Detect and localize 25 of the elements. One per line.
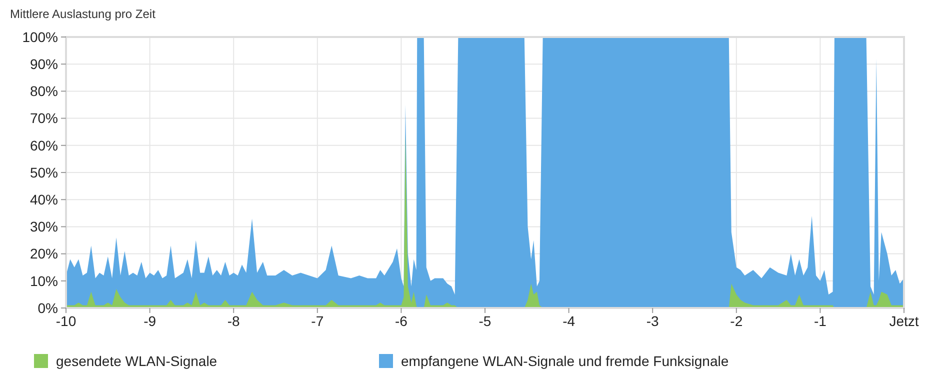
y-tick-label: 10%: [30, 272, 58, 289]
y-tick-label: 100%: [22, 28, 58, 45]
x-tick-label: -9: [144, 313, 156, 329]
y-tick-label: 70%: [30, 110, 58, 126]
y-tick-label: 40%: [30, 192, 58, 208]
x-tick-label: -3: [646, 313, 660, 329]
y-tick-label: 20%: [30, 246, 58, 262]
chart-title: Mittlere Auslastung pro Zeit: [10, 7, 156, 21]
x-tick-label: -5: [478, 313, 492, 329]
legend-label: empfangene WLAN-Signale und fremde Funksignale: [401, 352, 729, 369]
y-tick-label: 80%: [30, 83, 58, 100]
x-tick-label: -8: [227, 313, 240, 329]
y-tick-label: 0%: [38, 300, 58, 316]
x-tick-label: -2: [730, 313, 743, 329]
y-tick-label: 90%: [30, 56, 58, 72]
y-tick-label: 50%: [30, 164, 58, 180]
x-tick-label: -4: [562, 313, 576, 329]
y-tick-label: 60%: [30, 137, 58, 154]
x-tick-label: Jetzt: [889, 313, 919, 329]
x-tick-label: -7: [311, 313, 324, 329]
x-tick-label: -10: [56, 313, 76, 329]
x-tick-label: -1: [814, 313, 827, 329]
x-tick-label: -6: [394, 313, 408, 329]
y-tick-label: 30%: [30, 218, 58, 235]
legend-label: gesendete WLAN-Signale: [56, 352, 218, 369]
